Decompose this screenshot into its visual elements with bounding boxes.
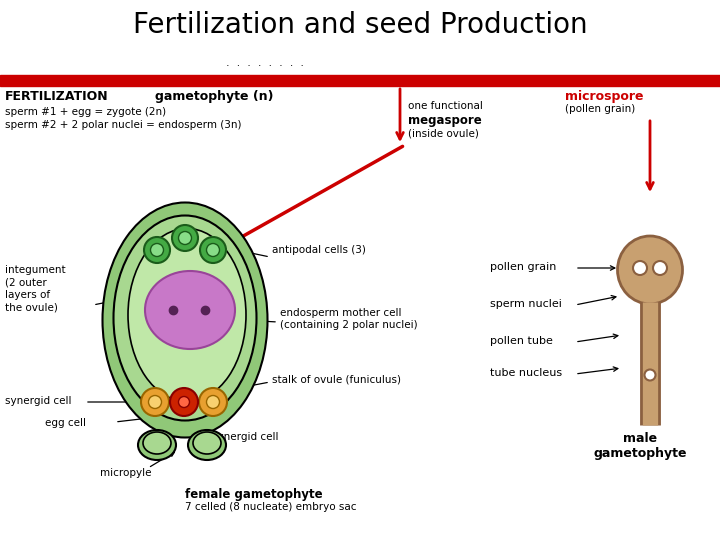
Text: endosperm mother cell
(containing 2 polar nuclei): endosperm mother cell (containing 2 pola… (280, 308, 418, 330)
Ellipse shape (199, 388, 227, 416)
Ellipse shape (141, 388, 169, 416)
Text: one functional: one functional (408, 101, 483, 111)
Text: pollen tube: pollen tube (490, 336, 553, 346)
Text: FERTILIZATION: FERTILIZATION (5, 90, 109, 103)
Ellipse shape (138, 430, 176, 460)
Text: sperm #2 + 2 polar nuclei = endosperm (3n): sperm #2 + 2 polar nuclei = endosperm (3… (5, 120, 241, 130)
Text: male
gametophyte: male gametophyte (593, 432, 687, 460)
Ellipse shape (102, 202, 268, 437)
Text: (inside ovule): (inside ovule) (408, 128, 479, 138)
Ellipse shape (653, 261, 667, 275)
Ellipse shape (150, 244, 163, 256)
Bar (0, 75, 720, 86)
Text: antipodal cells (3): antipodal cells (3) (272, 245, 366, 255)
Ellipse shape (179, 396, 189, 408)
Ellipse shape (200, 237, 226, 263)
Ellipse shape (114, 215, 256, 421)
Text: ·  ·  ·  ·  ·  ·  ·  ·: · · · · · · · · (226, 61, 304, 71)
Text: 7 celled (8 nucleate) embryo sac: 7 celled (8 nucleate) embryo sac (185, 502, 356, 512)
Text: gametophyte (n): gametophyte (n) (155, 90, 274, 103)
Text: microspore: microspore (565, 90, 644, 103)
Text: integument
(2 outer
layers of
the ovule): integument (2 outer layers of the ovule) (5, 265, 66, 312)
Text: synergid cell: synergid cell (212, 432, 279, 442)
Ellipse shape (143, 432, 171, 454)
Ellipse shape (207, 244, 220, 256)
Text: megaspore: megaspore (408, 114, 482, 127)
Ellipse shape (644, 369, 655, 381)
Ellipse shape (170, 388, 198, 416)
Text: Fertilization and seed Production: Fertilization and seed Production (132, 11, 588, 39)
Text: sperm #1 + egg = zygote (2n): sperm #1 + egg = zygote (2n) (5, 107, 166, 117)
Ellipse shape (207, 395, 220, 408)
Text: tube nucleus: tube nucleus (490, 368, 562, 378)
Ellipse shape (144, 237, 170, 263)
Text: micropyle: micropyle (100, 468, 151, 478)
Ellipse shape (128, 228, 246, 402)
Ellipse shape (148, 395, 161, 408)
Ellipse shape (618, 236, 683, 304)
Ellipse shape (179, 232, 192, 245)
Text: (pollen grain): (pollen grain) (565, 104, 635, 114)
Ellipse shape (188, 430, 226, 460)
Text: female gametophyte: female gametophyte (185, 488, 323, 501)
Text: egg cell: egg cell (45, 418, 86, 428)
Text: sperm nuclei: sperm nuclei (490, 299, 562, 309)
Text: synergid cell: synergid cell (5, 396, 71, 406)
Text: stalk of ovule (funiculus): stalk of ovule (funiculus) (272, 374, 401, 384)
Ellipse shape (145, 271, 235, 349)
Ellipse shape (633, 261, 647, 275)
Ellipse shape (172, 225, 198, 251)
Text: pollen grain: pollen grain (490, 262, 557, 272)
Ellipse shape (193, 432, 221, 454)
